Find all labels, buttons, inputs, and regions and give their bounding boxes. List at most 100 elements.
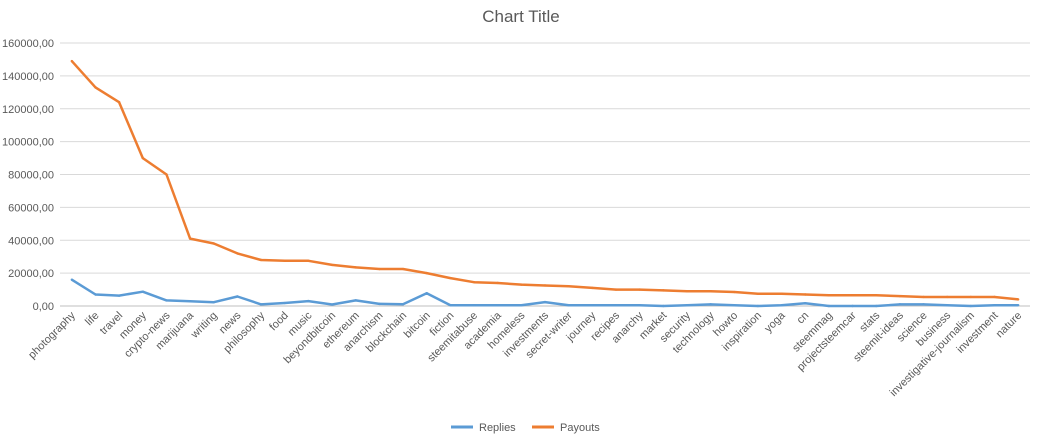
x-axis-ticks: photography lifetravelmoneycrypto-newsmar… [26,309,1024,399]
data-point [378,267,381,271]
data-point [117,294,121,297]
data-point [733,290,736,294]
data-point [212,242,215,245]
data-point [307,299,310,303]
data-point [591,286,594,290]
y-tick-label: 20000,00 [8,268,54,280]
data-point [780,292,783,295]
x-tick-label: cn [795,310,812,327]
y-tick-label: 60000,00 [8,202,54,214]
y-tick-label: 40000,00 [8,235,54,247]
data-point [638,303,641,307]
data-point [141,290,145,293]
data-point [993,295,996,299]
data-point [945,295,949,299]
series-line-payouts [70,60,1019,301]
data-point [756,304,760,308]
data-point [283,301,286,305]
data-point [662,304,665,308]
data-point [780,303,783,307]
data-point [993,303,996,307]
data-point [472,280,476,284]
data-point [236,252,239,255]
data-point [472,303,476,307]
legend-label-replies: Replies [479,422,516,434]
legend-label-payouts: Payouts [560,422,600,434]
data-point [733,303,736,307]
y-tick-label: 160000,00 [2,38,54,50]
legend: Replies Payouts [451,422,600,434]
data-point [449,303,452,307]
data-point [354,299,357,302]
data-point [449,276,452,280]
data-point [614,303,618,307]
data-point [520,303,523,307]
data-point [165,299,168,302]
data-point [638,288,641,291]
x-tick-label: nature [994,310,1025,341]
data-point [969,304,973,308]
data-point [259,258,263,262]
data-point [1016,298,1020,301]
data-point [756,292,760,295]
data-point [354,266,357,269]
gridlines [60,42,1030,307]
data-point [875,304,878,308]
y-tick-label: 100000,00 [2,137,54,149]
data-point [141,156,145,160]
data-point [945,303,949,307]
chart-title: Chart Title [482,7,559,26]
data-point [685,303,689,307]
data-point [804,293,807,296]
data-point [567,303,570,307]
y-tick-label: 120000,00 [2,104,54,116]
data-point [662,289,665,292]
x-tick-label: writing [188,310,220,342]
data-point [425,271,428,275]
y-axis-ticks: 0,00 20000,00 40000,00 60000,00 80000,00 1000… [2,38,54,313]
data-point [283,259,286,262]
data-point [188,300,192,303]
x-tick-label: life [83,310,101,328]
data-point [591,303,594,307]
data-point [165,173,168,176]
data-point [70,59,74,63]
data-point [543,300,547,304]
data-point [614,288,618,291]
x-tick-label: yoga [762,309,788,335]
data-point [259,303,263,306]
data-point [70,278,74,281]
data-point [709,290,712,293]
data-point [330,263,334,267]
data-point [969,295,973,299]
data-point [236,295,239,298]
data-point [922,303,925,306]
x-tick-label: photography [26,309,78,361]
data-point [804,302,807,305]
y-tick-label: 80000,00 [8,170,54,182]
data-point [188,237,192,240]
data-point [330,303,334,306]
data-point [94,293,97,296]
data-point [827,304,831,308]
data-point [827,294,831,297]
series-lines [70,59,1020,308]
data-point [1016,303,1020,307]
data-point [567,285,570,288]
data-point [898,294,902,298]
data-point [922,295,925,299]
data-point [401,302,405,306]
y-tick-label: 0,00 [33,301,54,313]
data-point [212,301,215,304]
x-tick-label: bitcoin [402,310,433,341]
data-point [709,303,712,306]
y-tick-label: 140000,00 [2,71,54,83]
data-point [496,281,499,285]
data-point [378,302,381,306]
data-point [875,294,878,297]
data-point [851,304,854,308]
data-point [401,267,405,271]
data-point [94,86,97,89]
data-point [117,100,121,104]
